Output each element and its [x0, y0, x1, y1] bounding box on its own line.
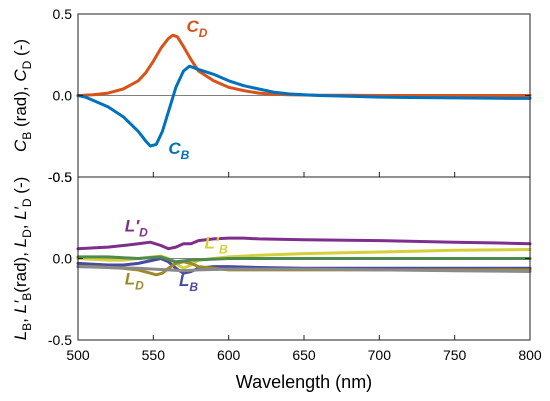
series-line-1-1 [76, 248, 532, 270]
series-line-0-0 [76, 33, 532, 97]
series-label-1-0: L′D [125, 217, 148, 240]
series-label-1-1: L′B [205, 234, 228, 257]
series-line-1-4 [76, 265, 532, 273]
y-tick-label: 0.5 [53, 6, 73, 22]
y-axis-label: LB, L′B(rad), LD, L′D (-) [11, 177, 34, 341]
y-tick-label: -0.5 [48, 332, 72, 348]
x-tick-label: 600 [217, 347, 241, 363]
y-tick-label: 0.0 [53, 251, 73, 267]
y-tick-label: 0.5 [53, 169, 73, 185]
x-axis-label: Wavelength (nm) [236, 372, 372, 392]
x-tick-label: 750 [443, 347, 467, 363]
x-tick-label: 800 [518, 347, 542, 363]
top-panel: 0.5 0.0 -0.5 CB (rad), CD (-) CD CB [11, 6, 532, 185]
series-line-1-0 [76, 236, 532, 251]
y-tick-label: 0.0 [53, 88, 73, 104]
y-axis-label: CB (rad), CD (-) [11, 39, 34, 152]
series-label-0-1: CB [168, 139, 189, 162]
series-label-1-2: LD [125, 270, 144, 293]
x-tick-label: 500 [66, 347, 90, 363]
x-tick-label: 700 [368, 347, 392, 363]
series-line-1-5 [76, 255, 532, 264]
x-tick-label: 550 [142, 347, 166, 363]
series-line-0-1 [76, 64, 532, 148]
x-tick-label: 650 [292, 347, 316, 363]
y-tick-label: -0.5 [48, 169, 72, 185]
series-label-0-0: CD [186, 17, 207, 40]
series-label-1-3: LB [179, 271, 198, 294]
